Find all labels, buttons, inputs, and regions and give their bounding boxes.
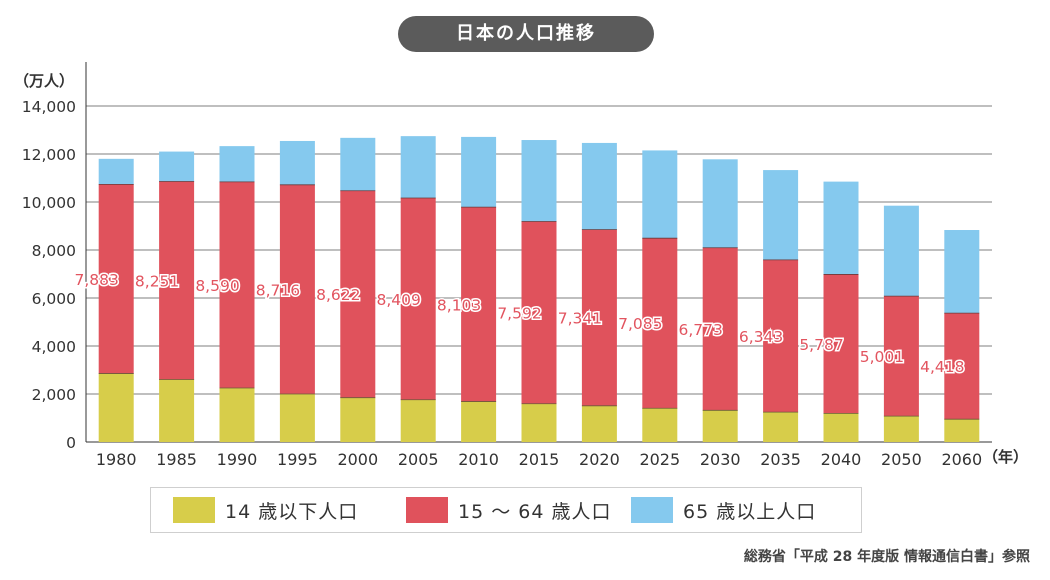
data-label-age-15-64: 6,773	[679, 321, 723, 339]
bar-age-65-plus	[340, 137, 376, 191]
x-tick-label: 2025	[639, 450, 680, 469]
bar-age-65-plus	[461, 136, 497, 208]
y-tick-label: 8,000	[32, 242, 76, 260]
x-tick-label: 1990	[217, 450, 258, 469]
legend-item-age-65-plus: 65 歳以上人口	[631, 497, 816, 523]
chart-legend: 14 歳以下人口 15 ～ 64 歳人口 65 歳以上人口	[150, 487, 862, 533]
data-label-age-15-64: 7,341	[558, 310, 602, 328]
data-label-age-15-64: 8,590	[195, 277, 239, 295]
legend-swatch-age-65-plus	[631, 497, 673, 523]
bar-age-0-14	[823, 413, 859, 442]
bar-age-15-64	[159, 181, 195, 380]
bar-age-0-14	[763, 412, 799, 442]
legend-label-age-65-plus: 65 歳以上人口	[683, 500, 817, 523]
bar-age-15-64	[400, 197, 436, 400]
bar-age-0-14	[944, 419, 980, 442]
bar-age-65-plus	[823, 181, 859, 275]
legend-swatch-age-15-64	[406, 497, 448, 523]
x-axis-unit: （年）	[983, 448, 1029, 466]
bar-age-65-plus	[702, 159, 738, 248]
x-tick-label: 2040	[821, 450, 862, 469]
x-tick-label: 2050	[881, 450, 922, 469]
bar-age-0-14	[883, 416, 919, 442]
legend-swatch-age-0-14	[173, 497, 215, 523]
data-label-age-15-64: 7,883	[75, 271, 119, 289]
data-label-age-15-64: 7,592	[497, 305, 541, 323]
x-tick-label: 2030	[700, 450, 741, 469]
y-axis-unit: （万人）	[14, 72, 75, 90]
data-label-age-15-64: 7,085	[618, 315, 662, 333]
x-tick-label: 2035	[760, 450, 801, 469]
data-label-age-15-64: 8,716	[256, 281, 300, 299]
y-tick-label: 2,000	[32, 386, 76, 404]
data-label-age-15-64: 8,409	[377, 291, 421, 309]
bar-age-65-plus	[883, 205, 919, 297]
x-tick-label: 2000	[337, 450, 378, 469]
data-label-age-15-64: 8,622	[316, 286, 360, 304]
x-tick-label: 1985	[156, 450, 197, 469]
legend-item-age-0-14: 14 歳以下人口	[173, 497, 358, 523]
population-chart: 0 2,000 4,000 6,000 8,000 10,000 12,000 14,000 1…	[22, 62, 992, 469]
data-label-age-15-64: 5,787	[799, 336, 843, 354]
legend-item-age-15-64: 15 ～ 64 歳人口	[406, 497, 611, 523]
bar-age-65-plus	[642, 150, 678, 239]
bar-age-65-plus	[944, 230, 980, 314]
bar-age-0-14	[461, 401, 497, 442]
x-tick-label: 2020	[579, 450, 620, 469]
bar-age-15-64	[219, 181, 255, 389]
bar-age-15-64	[944, 313, 980, 420]
bar-age-65-plus	[98, 158, 134, 185]
x-tick-label: 2015	[519, 450, 560, 469]
data-label-age-15-64: 8,251	[135, 273, 179, 291]
bar-age-0-14	[98, 373, 134, 442]
x-tick-label: 1980	[96, 450, 137, 469]
data-label-age-15-64: 8,103	[437, 296, 481, 314]
bar-age-65-plus	[219, 146, 255, 182]
bar-age-0-14	[581, 405, 617, 442]
chart-title: 日本の人口推移	[398, 16, 654, 52]
bar-age-15-64	[461, 207, 497, 402]
bar-age-15-64	[340, 190, 376, 398]
bar-age-0-14	[521, 403, 557, 442]
legend-label-age-0-14: 14 歳以下人口	[225, 500, 359, 523]
bar-age-15-64	[98, 184, 134, 374]
bar-age-0-14	[159, 379, 195, 442]
legend-label-age-15-64: 15 ～ 64 歳人口	[458, 500, 612, 523]
y-tick-label: 4,000	[32, 338, 76, 356]
x-tick-label: 2060	[941, 450, 982, 469]
bar-age-65-plus	[279, 140, 315, 185]
data-label-age-15-64: 6,343	[739, 328, 783, 346]
bar-age-15-64	[279, 184, 315, 394]
y-tick-label: 10,000	[22, 194, 76, 212]
bar-age-65-plus	[521, 140, 557, 222]
bar-age-15-64	[823, 274, 859, 414]
bar-age-65-plus	[581, 142, 617, 230]
bar-age-65-plus	[400, 136, 436, 198]
bar-age-0-14	[702, 410, 738, 442]
y-tick-label: 14,000	[22, 98, 76, 116]
bar-age-0-14	[219, 388, 255, 442]
bar-age-15-64	[642, 238, 678, 409]
bar-age-15-64	[883, 296, 919, 417]
bar-age-15-64	[763, 259, 799, 413]
bar-age-15-64	[521, 221, 557, 404]
x-tick-label: 1995	[277, 450, 318, 469]
bar-age-0-14	[642, 408, 678, 442]
bar-age-15-64	[702, 247, 738, 411]
x-tick-label: 2005	[398, 450, 439, 469]
y-tick-label: 0	[66, 434, 76, 452]
y-tick-label: 12,000	[22, 146, 76, 164]
y-tick-label: 6,000	[32, 290, 76, 308]
bar-age-65-plus	[763, 170, 799, 260]
bar-age-0-14	[340, 397, 376, 442]
x-tick-label: 2010	[458, 450, 499, 469]
bar-age-0-14	[400, 399, 436, 442]
bar-age-65-plus	[159, 151, 195, 182]
bar-age-0-14	[279, 393, 315, 442]
data-label-age-15-64: 4,418	[920, 358, 964, 376]
bar-age-15-64	[581, 229, 617, 406]
data-label-age-15-64: 5,001	[860, 348, 904, 366]
source-note: 総務省「平成 28 年度版 情報通信白書」参照	[743, 549, 1030, 565]
